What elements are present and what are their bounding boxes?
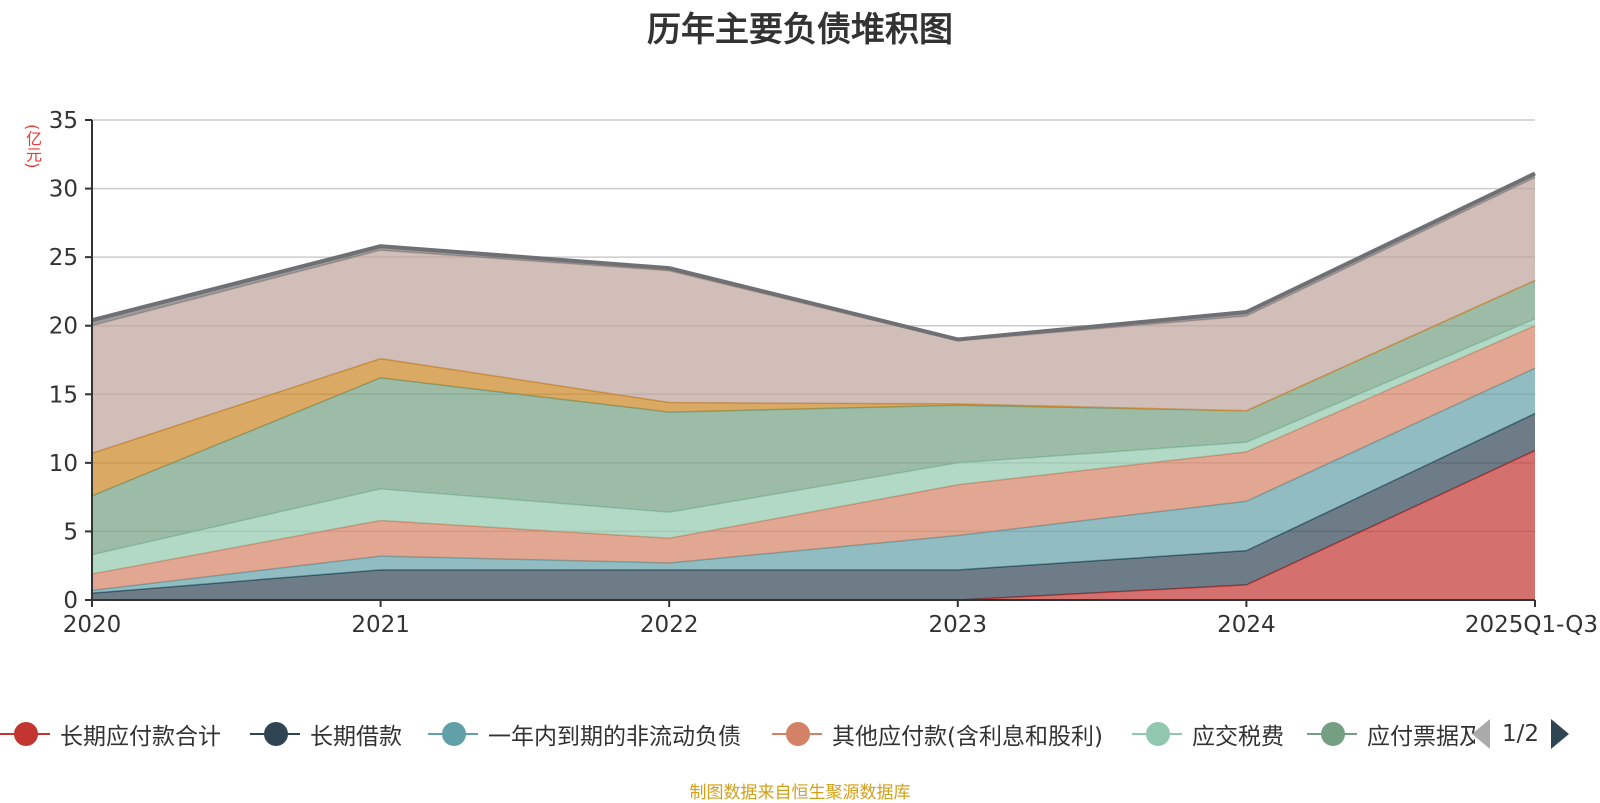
legend-item-label: 长期应付款合计 bbox=[60, 724, 221, 750]
x-tick-label: 2025Q1-Q3 bbox=[1465, 612, 1598, 638]
area-series-line-1 bbox=[91, 412, 1536, 594]
legend-marker-icon bbox=[0, 722, 50, 746]
legend-item[interactable]: 应交税费 bbox=[1132, 712, 1284, 756]
y-axis-unit-label: (亿元) bbox=[23, 123, 42, 169]
legend-item-label: 长期借款 bbox=[310, 724, 402, 750]
legend-item[interactable]: 长期借款 bbox=[250, 712, 402, 756]
y-tick-label: 35 bbox=[49, 108, 78, 134]
legend-marker-icon bbox=[1132, 722, 1182, 746]
area-series-line-6 bbox=[91, 279, 1536, 454]
legend-item[interactable]: 长期应付款合计 bbox=[0, 712, 221, 756]
area-series-2 bbox=[92, 368, 1535, 594]
legend-item-label: 应交税费 bbox=[1192, 724, 1284, 750]
area-series-7 bbox=[92, 177, 1535, 454]
area-series-3 bbox=[92, 325, 1535, 591]
legend-prev-page-icon[interactable] bbox=[1472, 719, 1490, 749]
data-source-note: 制图数据来自恒生聚源数据库 bbox=[689, 783, 911, 803]
x-tick-label: 2020 bbox=[63, 612, 122, 638]
x-tick-label: 2022 bbox=[640, 612, 699, 638]
legend: 长期应付款合计 长期借款 一年内到期的非流动负债 其他应付款(含利息和股利) 应交税费 应… bbox=[0, 712, 1600, 756]
legend-item-label: 应付票据及应付账款 bbox=[1367, 724, 1475, 750]
area-series-0 bbox=[92, 450, 1535, 600]
legend-marker-icon bbox=[428, 722, 478, 746]
legend-item[interactable]: 应付票据及应付账款 bbox=[1307, 712, 1475, 756]
area-series bbox=[91, 171, 1536, 601]
x-tick-label: 2024 bbox=[1217, 612, 1276, 638]
area-series-5 bbox=[92, 280, 1535, 555]
legend-marker-icon bbox=[772, 722, 822, 746]
y-tick-label: 30 bbox=[49, 177, 78, 203]
legend-marker-icon bbox=[1307, 722, 1357, 746]
y-tick-label: 15 bbox=[49, 382, 78, 408]
legend-item[interactable]: 其他应付款(含利息和股利) bbox=[772, 712, 1103, 756]
area-series-line-8 bbox=[91, 171, 1536, 342]
legend-item-label: 其他应付款(含利息和股利) bbox=[832, 724, 1103, 750]
y-tick-label: 10 bbox=[49, 451, 78, 477]
legend-item[interactable]: 一年内到期的非流动负债 bbox=[428, 712, 741, 756]
y-tick-label: 25 bbox=[49, 245, 78, 271]
chart-title: 历年主要负债堆积图 bbox=[647, 10, 953, 50]
area-series-4 bbox=[92, 318, 1535, 574]
legend-next-page-icon[interactable] bbox=[1551, 719, 1570, 749]
y-tick-label: 20 bbox=[49, 314, 78, 340]
stacked-area-chart: 0 5 10 15 20 25 30 35 2020 2021 2022 2023 2024 2025Q1… bbox=[49, 108, 1598, 638]
legend-page-indicator: 1/2 bbox=[1502, 721, 1540, 747]
y-tick-label: 0 bbox=[63, 588, 78, 614]
legend-item-label: 一年内到期的非流动负债 bbox=[488, 724, 741, 750]
x-tick-label: 2021 bbox=[351, 612, 410, 638]
legend-pager: 1/2 bbox=[1472, 712, 1600, 756]
legend-items: 长期应付款合计 长期借款 一年内到期的非流动负债 其他应付款(含利息和股利) 应交税费 应… bbox=[0, 712, 1475, 756]
x-tick-label: 2023 bbox=[929, 612, 988, 638]
y-tick-label: 5 bbox=[63, 519, 78, 545]
legend-marker-icon bbox=[250, 722, 300, 746]
axes: 0 5 10 15 20 25 30 35 2020 2021 2022 2023 2024 2025Q1… bbox=[49, 108, 1598, 638]
